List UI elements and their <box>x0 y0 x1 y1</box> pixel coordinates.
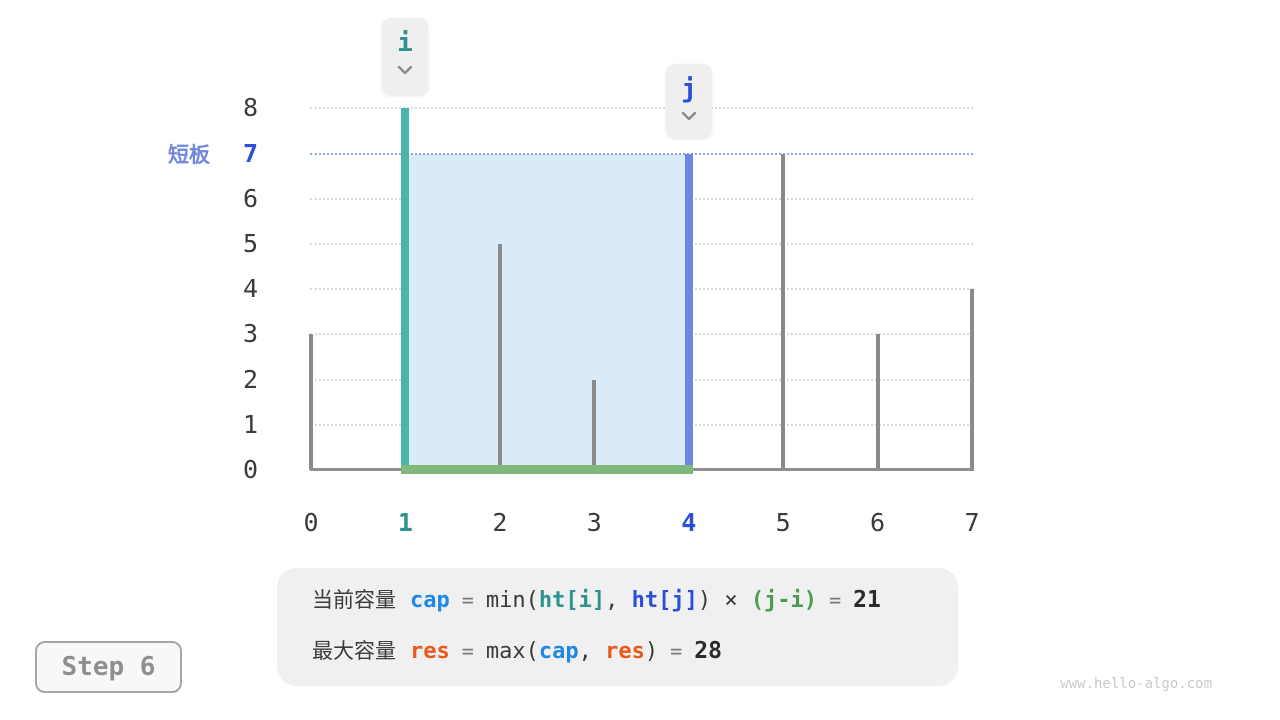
chevron-down-icon <box>397 65 413 75</box>
formula-token: 21 <box>853 587 881 613</box>
step-badge-label: Step 6 <box>61 652 156 682</box>
short-board-label: 短板 <box>168 143 210 167</box>
formula-token: ht[j] <box>631 588 698 613</box>
x-tick-label: 0 <box>303 508 319 537</box>
pointer-i-label: i <box>397 28 413 58</box>
bar <box>592 379 597 470</box>
formula-token: = <box>817 588 854 612</box>
formula-token: ht[i] <box>538 588 606 613</box>
y-tick-label: 5 <box>242 229 258 258</box>
x-tick-label: 3 <box>586 508 602 537</box>
water-area <box>405 153 689 470</box>
container-base-line <box>401 465 693 474</box>
watermark: www.hello-algo.com <box>1060 676 1212 692</box>
formula-token: res <box>605 639 645 664</box>
x-tick-label: 1 <box>397 508 413 537</box>
formula-token: , <box>605 588 632 613</box>
formula-line-max-capacity: 最大容量 res = max(cap, res) = 28 <box>312 636 958 666</box>
formula-token: min( <box>485 588 539 613</box>
formula-panel: 当前容量 cap = min(ht[i], ht[j]) × (j-i) = 21… <box>277 568 958 686</box>
x-tick-label: 2 <box>492 508 508 537</box>
y-tick-label: 8 <box>242 93 258 123</box>
y-tick-label: 7 <box>242 138 258 168</box>
formula-token: = <box>658 639 695 663</box>
y-tick-label: 0 <box>242 455 258 484</box>
bar-pointer-i <box>401 108 410 470</box>
formula-token: = <box>449 588 486 612</box>
x-tick-label: 4 <box>681 508 697 537</box>
formula-token: , <box>578 639 606 664</box>
bar <box>309 334 313 470</box>
y-tick-label: 6 <box>242 183 258 213</box>
formula-token: (j-i) <box>750 588 818 613</box>
bar-pointer-j <box>684 153 693 470</box>
gridline <box>310 107 973 110</box>
formula-token: ) × <box>697 588 751 613</box>
formula-token: cap <box>538 639 579 664</box>
step-badge: Step 6 <box>35 641 182 693</box>
bar <box>970 289 974 470</box>
chevron-down-icon <box>681 111 697 121</box>
formula-token: ) <box>644 639 659 664</box>
y-tick-label: 2 <box>242 364 258 394</box>
formula-token: max( <box>485 639 539 664</box>
bar <box>497 244 502 470</box>
x-tick-label: 6 <box>870 508 886 537</box>
formula-token: cap <box>410 588 450 613</box>
x-tick-label: 7 <box>964 508 980 537</box>
pointer-j-badge: j <box>666 64 712 138</box>
formula-token: res <box>410 639 450 664</box>
short-board-gridline <box>310 152 973 155</box>
bar <box>781 153 786 470</box>
bar <box>875 334 880 470</box>
y-tick-label: 3 <box>242 319 258 349</box>
y-tick-label: 4 <box>242 274 258 304</box>
x-tick-label: 5 <box>775 508 791 537</box>
formula-token: 当前容量 <box>312 588 396 612</box>
formula-token: 28 <box>694 638 722 664</box>
formula-token: 最大容量 <box>312 639 396 663</box>
pointer-j-label: j <box>681 74 697 104</box>
pointer-i-badge: i <box>382 18 428 95</box>
y-tick-label: 1 <box>242 409 258 439</box>
formula-token: = <box>449 639 486 663</box>
formula-line-current-capacity: 当前容量 cap = min(ht[i], ht[j]) × (j-i) = 21 <box>312 585 958 615</box>
